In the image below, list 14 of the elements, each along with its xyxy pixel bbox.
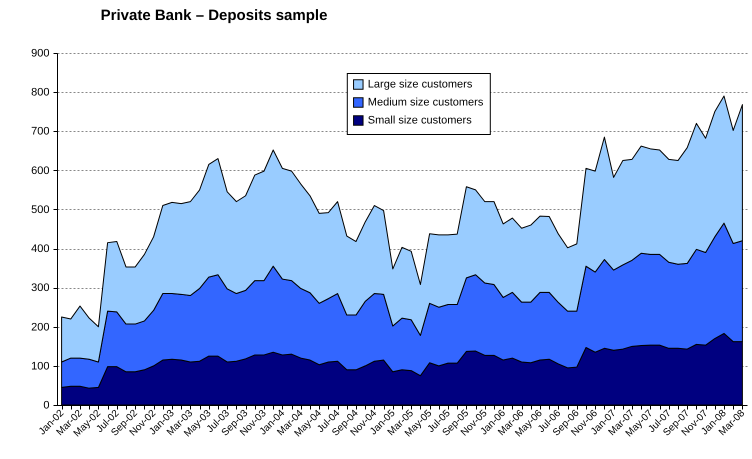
y-tick-label: 900: [31, 48, 50, 60]
y-tick-label: 300: [31, 282, 50, 294]
legend-label: Medium size customers: [368, 96, 484, 108]
chart-title: Private Bank – Deposits sample: [100, 7, 328, 24]
y-tick-label: 500: [31, 204, 50, 216]
legend-label: Small size customers: [368, 114, 472, 126]
y-tick-label: 0: [43, 400, 50, 412]
y-tick-label: 600: [31, 164, 50, 177]
y-tick-label: 200: [31, 321, 50, 334]
y-tick-label: 800: [31, 86, 50, 99]
y-tick-label: 400: [31, 243, 50, 256]
y-tick-label: 700: [31, 126, 50, 138]
legend-label: Large size customers: [368, 78, 473, 90]
y-tick-label: 100: [31, 360, 50, 372]
